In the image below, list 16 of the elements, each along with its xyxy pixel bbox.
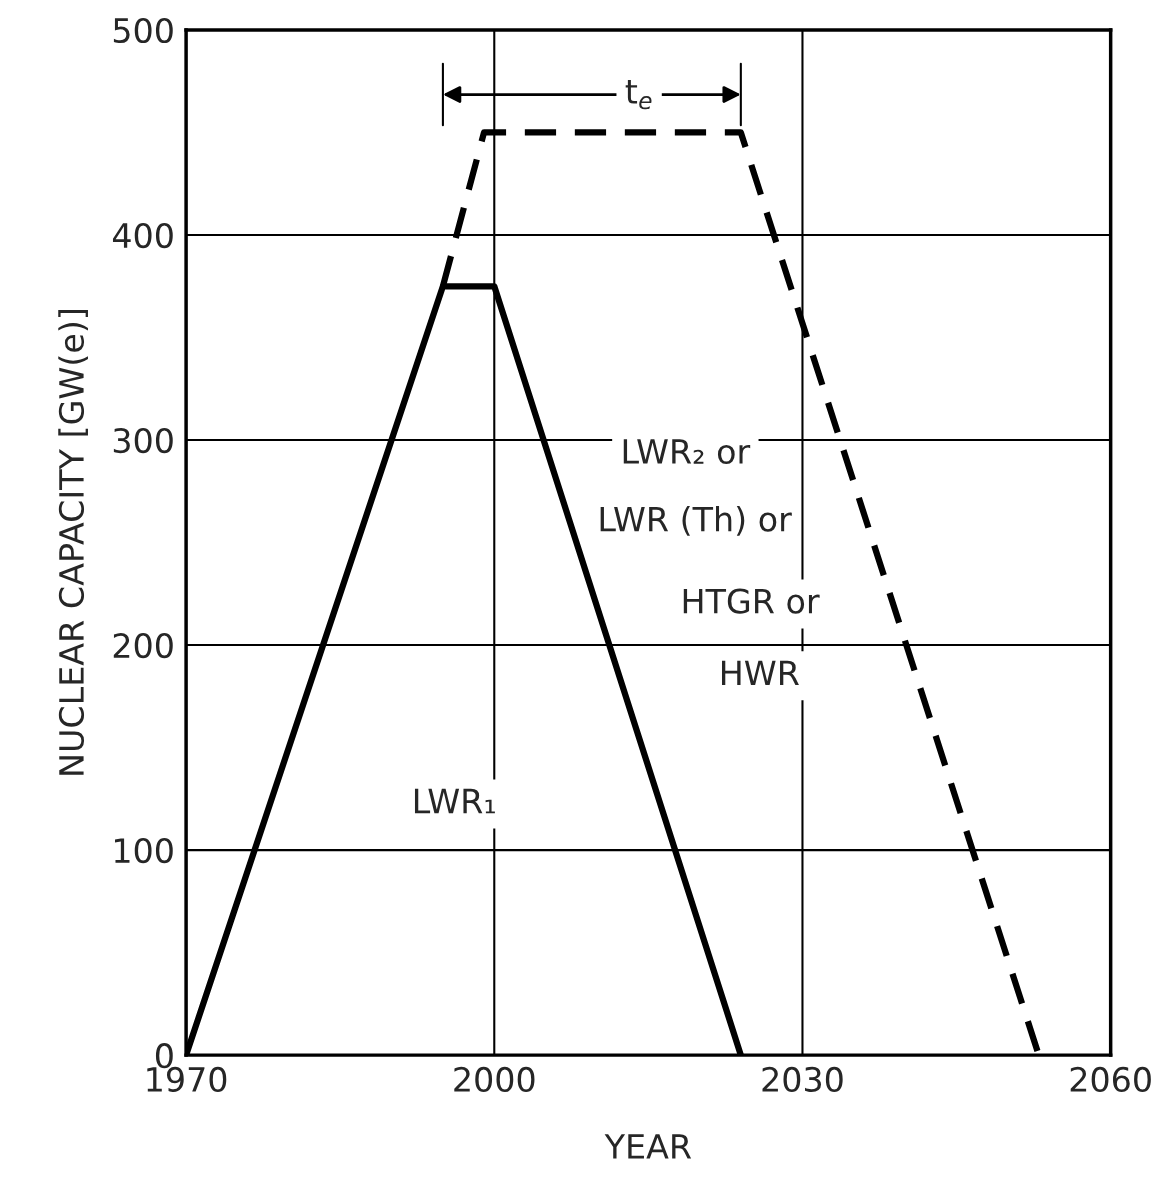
y-tick-label: 200 bbox=[113, 632, 173, 659]
x-tick-label: 2060 bbox=[1070, 1066, 1151, 1093]
x-axis-title: YEAR bbox=[604, 1134, 692, 1159]
y-axis-title: NUCLEAR CAPACITY [GW(e)] bbox=[58, 310, 88, 775]
annotation: LWR₂ or bbox=[623, 439, 751, 465]
annotation: HWR bbox=[722, 660, 799, 686]
y-tick-label: 500 bbox=[113, 17, 173, 44]
annotation: LWR₁ bbox=[414, 788, 495, 814]
x-tick-label: 2000 bbox=[454, 1066, 535, 1093]
annotation: LWR (Th) or bbox=[600, 505, 792, 536]
y-tick-label: 400 bbox=[112, 222, 173, 249]
annotation: HTGR or bbox=[683, 588, 820, 614]
x-tick-label: 2030 bbox=[762, 1066, 843, 1093]
y-tick-label: 100 bbox=[115, 838, 173, 864]
y-tick-label: 300 bbox=[113, 427, 173, 454]
annotation: t$_{e}$ bbox=[625, 80, 652, 110]
